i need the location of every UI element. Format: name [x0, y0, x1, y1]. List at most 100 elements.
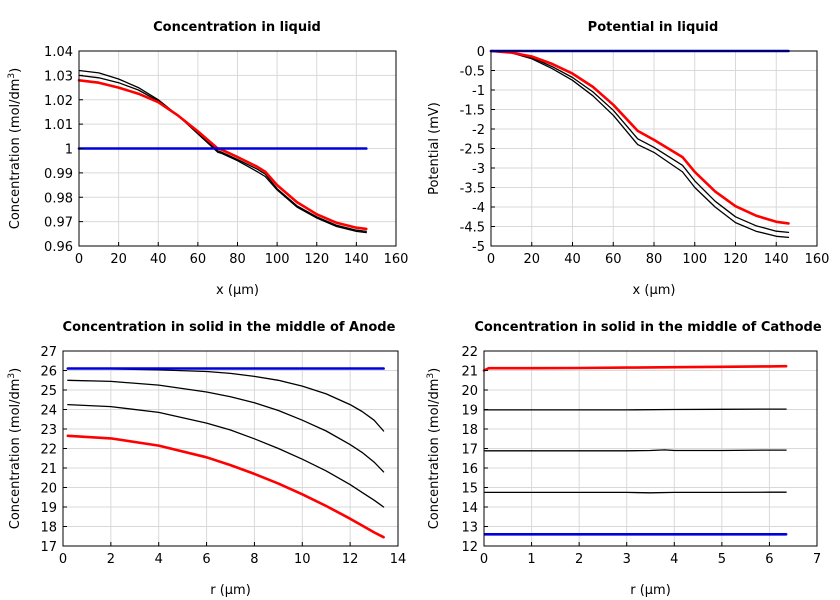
- y-tick-label: 22: [461, 345, 478, 360]
- y-tick-label: 18: [40, 521, 57, 536]
- chart-panel-2: 0 20 40 60 80 100 120 140 160 -5 -4.5 -4 -3.5 -3 -2.5 -…: [427, 20, 829, 298]
- y-axis-label-main: Concentration (mol/dm: [8, 79, 23, 230]
- y-tick-label: 20: [40, 482, 57, 497]
- chart-title: Concentration in solid in the middle of …: [63, 320, 396, 335]
- y-tick-label: 0.98: [44, 191, 73, 206]
- chart-panel-3: 0 2 4 6 8 10 12 141718192021222324252627Concent…: [7, 320, 406, 598]
- y-tick-label: 21: [40, 462, 57, 477]
- x-tick-label: 6: [765, 552, 773, 567]
- y-axis-label-main: Concentration (mol/dm: [427, 379, 442, 530]
- x-tick-label: 60: [605, 252, 622, 267]
- series-line-2: [67, 379, 385, 473]
- x-tick-label: 20: [523, 252, 540, 267]
- chart-panel-4: 0 1 2 3 4 5 6 71213141516171819202122Concentrat…: [426, 320, 822, 598]
- x-tick-label: 12: [342, 552, 359, 567]
- y-axis-label-end: ): [427, 368, 442, 373]
- x-tick-label: 7: [813, 552, 821, 567]
- y-tick-label: 13: [461, 521, 478, 536]
- y-tick-label: 16: [461, 462, 478, 477]
- series-line-1: [490, 50, 790, 239]
- y-tick-label: 0.97: [44, 216, 73, 231]
- chart-panel-1: 0 20 40 60 80 100 120 140 160 0.96 0.97 0.98 0.99 1 1.…: [7, 20, 408, 298]
- chart-title: Concentration in liquid: [153, 20, 321, 35]
- y-tick-label: 14: [461, 501, 478, 516]
- y-tick-label: -3.5: [460, 182, 485, 197]
- x-tick-label: 8: [250, 552, 258, 567]
- y-tick-label: 17: [461, 443, 478, 458]
- x-tick-label: 160: [384, 252, 409, 267]
- series-line-3: [67, 403, 385, 508]
- y-tick-label: 25: [40, 384, 57, 399]
- x-tick-label: 2: [107, 552, 115, 567]
- y-tick-label: 18: [461, 423, 478, 438]
- x-tick-label: 2: [575, 552, 583, 567]
- x-tick-label: 4: [155, 552, 163, 567]
- y-tick-label: 1.01: [44, 118, 73, 133]
- y-axis-label: Concentration (mol/dm3): [426, 368, 442, 530]
- y-tick-label: 17: [40, 540, 57, 555]
- y-tick-label: 21: [461, 365, 478, 380]
- x-tick-label: 5: [718, 552, 726, 567]
- x-tick-label: 0: [480, 552, 488, 567]
- y-tick-label: 0.99: [44, 167, 73, 182]
- y-axis-label: Concentration (mol/dm3): [7, 68, 23, 230]
- series-line-4: [482, 364, 788, 372]
- y-axis-label-main: Potential (mV): [427, 102, 442, 195]
- series-line-3: [484, 491, 787, 494]
- series-line-1: [67, 367, 385, 432]
- x-tick-label: 0: [75, 252, 83, 267]
- y-tick-label: 19: [40, 501, 57, 516]
- y-tick-label: -4: [472, 201, 485, 216]
- y-tick-label: 1: [65, 143, 73, 158]
- y-axis-label-main: Concentration (mol/dm: [8, 379, 23, 530]
- series-line-1: [484, 408, 787, 411]
- y-tick-label: 0.96: [44, 240, 73, 255]
- y-tick-label: 15: [461, 482, 478, 497]
- x-tick-label: 4: [670, 552, 678, 567]
- y-tick-label: 23: [40, 423, 57, 438]
- x-tick-label: 140: [764, 252, 789, 267]
- x-tick-label: 100: [265, 252, 290, 267]
- x-tick-label: 14: [390, 552, 407, 567]
- x-tick-label: 120: [723, 252, 748, 267]
- y-tick-label: 26: [40, 365, 57, 380]
- x-tick-label: 0: [59, 552, 67, 567]
- series-line-2: [484, 449, 787, 452]
- series-line-2: [78, 74, 367, 233]
- x-axis-label: x (µm): [216, 283, 259, 298]
- x-tick-label: 80: [646, 252, 663, 267]
- y-axis-label-end: ): [8, 68, 23, 73]
- y-axis-label-superscript: 3: [426, 373, 436, 379]
- x-tick-label: 140: [344, 252, 369, 267]
- y-tick-label: 24: [40, 404, 57, 419]
- x-tick-label: 40: [564, 252, 581, 267]
- x-tick-label: 0: [487, 252, 495, 267]
- x-tick-label: 120: [304, 252, 329, 267]
- y-tick-label: 27: [40, 345, 57, 360]
- chart-title: Potential in liquid: [588, 20, 719, 35]
- x-tick-label: 160: [805, 252, 830, 267]
- y-axis-label-superscript: 3: [7, 73, 17, 79]
- y-tick-label: -3: [472, 162, 485, 177]
- y-tick-label: 1.03: [44, 69, 73, 84]
- y-tick-label: 1.04: [44, 45, 73, 60]
- x-tick-label: 6: [202, 552, 210, 567]
- y-tick-label: -4.5: [460, 221, 485, 236]
- chart-title: Concentration in solid in the middle of …: [474, 320, 822, 335]
- x-tick-label: 60: [190, 252, 207, 267]
- y-tick-label: -1: [472, 84, 485, 99]
- x-tick-label: 3: [623, 552, 631, 567]
- x-tick-label: 80: [229, 252, 246, 267]
- y-tick-label: 19: [461, 404, 478, 419]
- x-axis-label: x (µm): [633, 283, 676, 298]
- y-tick-label: 0: [477, 45, 485, 60]
- y-axis-label: Concentration (mol/dm3): [7, 368, 23, 530]
- y-tick-label: 20: [461, 384, 478, 399]
- y-tick-label: 22: [40, 443, 57, 458]
- y-tick-label: -1.5: [460, 104, 485, 119]
- series-line-2: [490, 50, 790, 234]
- series-line-1: [78, 69, 367, 234]
- y-tick-label: -2: [472, 123, 485, 138]
- y-tick-label: -5: [472, 240, 485, 255]
